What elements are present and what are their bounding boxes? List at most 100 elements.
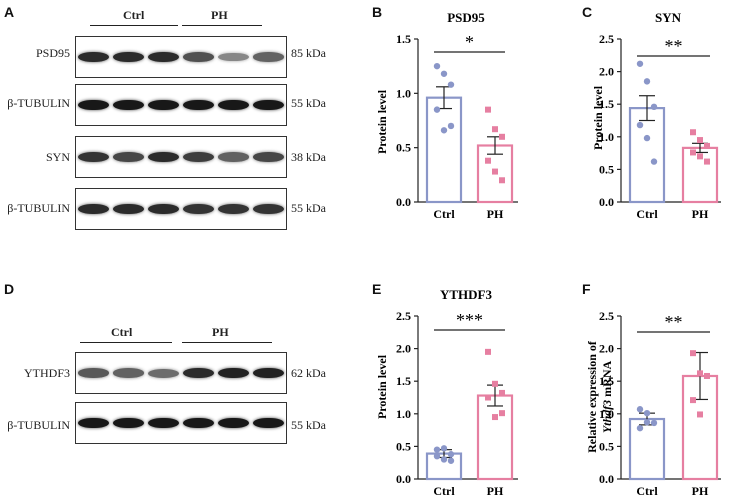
band-syn-6 xyxy=(253,152,284,162)
blot-a-group-ph: PH xyxy=(211,8,228,22)
x-tick-label-ph: PH xyxy=(692,207,709,221)
band-syn-2 xyxy=(113,152,144,162)
band-tubulin3-3 xyxy=(148,417,179,429)
blot-strip-syn xyxy=(75,136,287,178)
blot-label-psd95: PSD95 xyxy=(35,46,70,60)
data-point-ph xyxy=(697,153,703,160)
data-point-ctrl xyxy=(440,445,448,452)
chart-f-ythdf3-mrna: 0.0 0.5 1.0 1.5 2.0 2.5 Relative expression of… xyxy=(585,309,721,498)
data-point-ctrl xyxy=(447,81,455,88)
blot-label-ythdf3: YTHDF3 xyxy=(23,366,70,380)
y-tick-label: 0.5 xyxy=(599,439,614,453)
data-point-ph xyxy=(499,177,505,184)
kda-label-tubulin2: 55 kDa xyxy=(291,201,326,215)
bar-ctrl xyxy=(628,417,666,481)
band-ythdf3-6 xyxy=(253,367,284,379)
band-psd95-6 xyxy=(253,52,284,62)
chart-c-syn: SYN 0.0 0.5 1.0 1.5 2.0 2.5 Protein level Ctrl PH… xyxy=(591,10,721,221)
band-ythdf3-1 xyxy=(78,368,109,378)
y-tick-label: 0.5 xyxy=(396,439,411,453)
x-tick-label-ctrl: Ctrl xyxy=(433,207,455,221)
blot-strip-ythdf3 xyxy=(75,352,287,394)
band-psd95-5 xyxy=(218,52,249,62)
significance-stars: ** xyxy=(665,36,683,56)
blot-strip-tubulin2 xyxy=(75,188,287,230)
chart-b-psd95: PSD95 0.0 0.5 1.0 1.5 Protein level Ctrl PH * xyxy=(375,10,518,221)
data-point-ctrl xyxy=(636,406,644,413)
y-axis-label: Protein level xyxy=(375,354,389,419)
band-syn-5 xyxy=(218,152,249,162)
y-tick-label: 2.0 xyxy=(599,342,614,356)
data-point-ctrl xyxy=(643,419,651,426)
band-tubulin1-6 xyxy=(253,99,284,111)
band-tubulin3-6 xyxy=(253,417,284,429)
kda-label-syn: 38 kDa xyxy=(291,150,326,164)
blot-a-line-ph xyxy=(182,25,262,26)
blot-strip-psd95 xyxy=(75,36,287,78)
chart-title: PSD95 xyxy=(447,10,485,25)
data-point-ctrl xyxy=(636,424,644,432)
blot-d-group-ph: PH xyxy=(212,325,229,339)
data-point-ctrl xyxy=(447,451,455,458)
data-point-ctrl xyxy=(643,134,651,142)
data-point-ph xyxy=(499,133,505,140)
data-point-ph xyxy=(485,348,491,355)
band-tubulin1-5 xyxy=(218,99,249,111)
x-tick-label-ctrl: Ctrl xyxy=(636,484,658,498)
x-tick-label-ctrl: Ctrl xyxy=(636,207,658,221)
kda-label-ythdf3: 62 kDa xyxy=(291,366,326,380)
blot-a-group-ctrl: Ctrl xyxy=(123,8,145,22)
data-point-ctrl xyxy=(440,127,448,134)
blot-d-line-ph xyxy=(182,342,272,343)
x-tick-label-ph: PH xyxy=(487,207,504,221)
kda-label-tubulin3: 55 kDa xyxy=(291,418,326,432)
bar-ctrl xyxy=(628,107,666,204)
y-tick-label: 0.5 xyxy=(599,162,614,176)
y-tick-label: 0.0 xyxy=(396,195,411,209)
y-tick-label: 1.0 xyxy=(599,130,614,144)
data-point-ctrl xyxy=(447,457,455,464)
blot-label-tubulin1: β-TUBULIN xyxy=(7,96,70,110)
chart-title: YTHDF3 xyxy=(440,287,493,302)
y-axis-label: Protein level xyxy=(375,89,389,154)
data-point-ctrl xyxy=(440,456,448,463)
band-syn-3 xyxy=(148,151,179,163)
y-tick-label: 2.5 xyxy=(599,32,614,46)
panel-e-letter: E xyxy=(372,281,382,297)
band-tubulin3-5 xyxy=(218,417,249,429)
band-tubulin3-1 xyxy=(78,417,109,429)
data-point-ph xyxy=(492,414,498,421)
x-tick-label-ph: PH xyxy=(692,484,709,498)
blot-label-tubulin3: β-TUBULIN xyxy=(7,418,70,432)
band-tubulin1-3 xyxy=(148,99,179,111)
data-point-ctrl xyxy=(440,70,448,77)
band-tubulin2-6 xyxy=(253,203,284,215)
data-point-ctrl xyxy=(650,103,658,111)
band-syn-1 xyxy=(78,151,109,163)
band-tubulin2-1 xyxy=(78,203,109,215)
data-point-ctrl xyxy=(636,121,644,129)
data-point-ctrl xyxy=(650,158,658,165)
data-point-ph xyxy=(492,168,498,175)
panel-f-letter: F xyxy=(582,281,591,297)
y-tick-label: 1.5 xyxy=(396,32,411,46)
y-tick-label: 2.0 xyxy=(599,65,614,79)
data-point-ctrl xyxy=(643,78,651,85)
band-tubulin1-4 xyxy=(183,99,214,111)
panel-a-letter: A xyxy=(4,4,15,20)
y-tick-label: 1.5 xyxy=(599,374,614,388)
kda-label-tubulin1: 55 kDa xyxy=(291,96,326,110)
band-syn-4 xyxy=(183,152,214,162)
band-tubulin2-4 xyxy=(183,203,214,215)
data-point-ph xyxy=(697,137,703,144)
data-point-ctrl xyxy=(636,60,644,67)
significance-stars: ** xyxy=(665,312,683,332)
y-tick-label: 1.0 xyxy=(599,407,614,421)
y-tick-label: 0.0 xyxy=(599,195,614,209)
data-point-ctrl xyxy=(433,106,441,113)
y-tick-label: 2.0 xyxy=(396,342,411,356)
chart-e-ythdf3: YTHDF3 0.0 0.5 1.0 1.5 2.0 2.5 Protein level Ctr… xyxy=(375,287,518,498)
blot-label-syn: SYN xyxy=(45,150,70,164)
blot-d-group-ctrl: Ctrl xyxy=(111,325,133,339)
data-point-ph xyxy=(704,372,710,379)
